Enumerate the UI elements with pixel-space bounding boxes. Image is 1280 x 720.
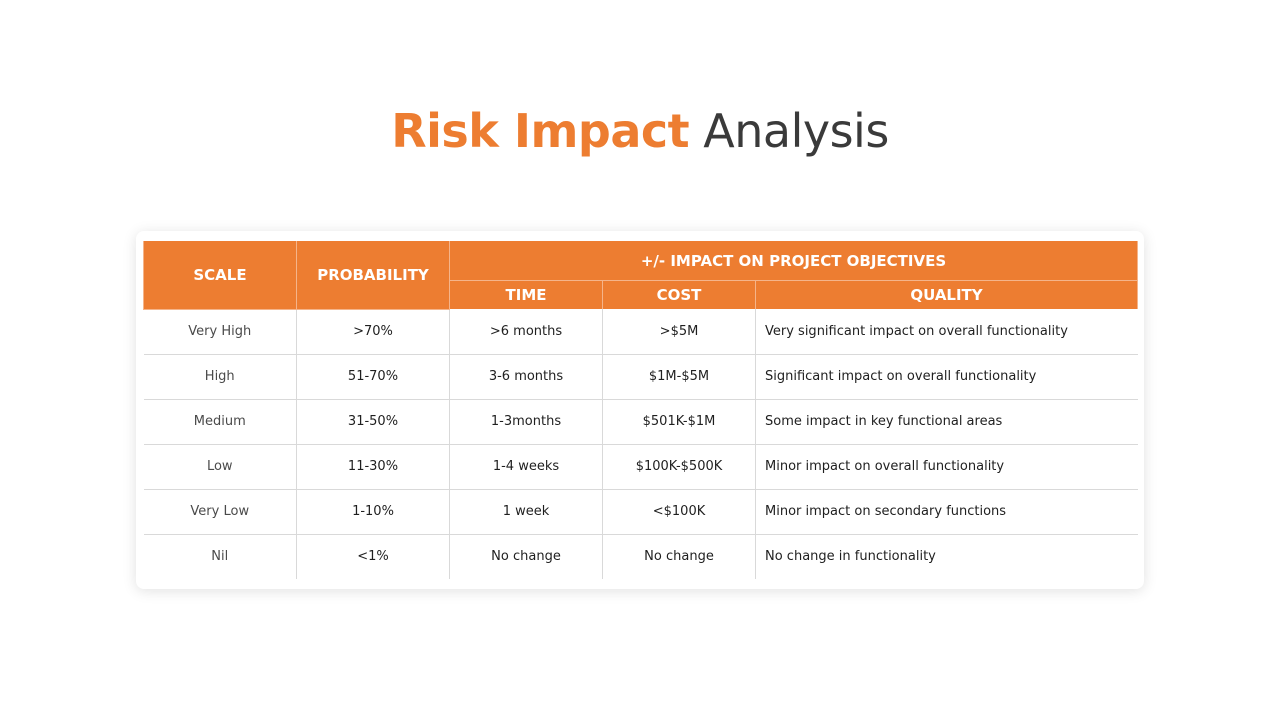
cell-quality: Minor impact on secondary functions bbox=[754, 489, 1138, 535]
cell-scale: Nil bbox=[211, 549, 229, 564]
title-accent: Risk Impact bbox=[391, 104, 690, 158]
cell-time: No change bbox=[449, 534, 603, 579]
table-row: Low 11-30% 1-4 weeks $100K-$500K Minor i… bbox=[143, 444, 1138, 490]
header-row-secondary: TIME COST QUALITY bbox=[144, 280, 1139, 309]
cell-time: 1-3months bbox=[449, 399, 603, 445]
table-row: Very Low 1-10% 1 week <$100K Minor impac… bbox=[143, 489, 1138, 535]
header-impact-group: +/- IMPACT ON PROJECT OBJECTIVES bbox=[448, 241, 1139, 281]
cell-scale: High bbox=[143, 354, 297, 400]
cell-scale: Very Low bbox=[143, 489, 297, 535]
cell-cost: No change bbox=[602, 534, 756, 579]
cell-cost: >$5M bbox=[602, 309, 756, 355]
cell-cost: $1M-$5M bbox=[602, 354, 756, 400]
cell-cost: <$100K bbox=[602, 489, 756, 535]
table-row: High 51-70% 3-6 months $1M-$5M Significa… bbox=[143, 354, 1138, 400]
cell-probability: 31-50% bbox=[296, 399, 450, 445]
table-row: Very High >70% >6 months >$5M Very signi… bbox=[143, 309, 1138, 355]
title-rest: Analysis bbox=[703, 104, 889, 158]
cell-quality: Very significant impact on overall funct… bbox=[754, 309, 1138, 355]
cell-probability: 51-70% bbox=[296, 354, 450, 400]
cell-quality: No change in functionality bbox=[754, 534, 1138, 579]
cell-time: 3-6 months bbox=[449, 354, 603, 400]
table-row: Nil <1% No change No change No change in… bbox=[144, 534, 1138, 579]
cell-quality: Significant impact on overall functional… bbox=[754, 354, 1138, 400]
cell-scale: Very High bbox=[143, 309, 297, 355]
header-cost: COST bbox=[602, 280, 756, 309]
header-row-primary: SCALE PROBABILITY +/- IMPACT ON PROJECT … bbox=[143, 241, 1139, 310]
cell-scale: Medium bbox=[143, 399, 297, 445]
cell-probability: 11-30% bbox=[296, 444, 450, 490]
cell-cost: $100K-$500K bbox=[602, 444, 756, 490]
cell-probability: 1-10% bbox=[296, 489, 450, 535]
cell-quality: Some impact in key functional areas bbox=[754, 399, 1138, 445]
header-time: TIME bbox=[449, 280, 603, 309]
cell-scale: Low bbox=[143, 444, 297, 490]
table-row: Medium 31-50% 1-3months $501K-$1M Some i… bbox=[143, 399, 1138, 445]
cell-time: >6 months bbox=[449, 309, 603, 355]
cell-quality: Minor impact on overall functionality bbox=[754, 444, 1138, 490]
cell-probability: <1% bbox=[296, 534, 450, 579]
page-title: Risk Impact Analysis bbox=[0, 103, 1280, 159]
header-probability: PROBABILITY bbox=[296, 241, 450, 310]
header-quality: QUALITY bbox=[754, 280, 1139, 309]
header-scale: SCALE bbox=[143, 241, 297, 310]
cell-probability: >70% bbox=[296, 309, 450, 355]
cell-cost: $501K-$1M bbox=[602, 399, 756, 445]
cell-time: 1-4 weeks bbox=[449, 444, 603, 490]
cell-time: 1 week bbox=[449, 489, 603, 535]
risk-impact-table: SCALE PROBABILITY +/- IMPACT ON PROJECT … bbox=[143, 241, 1139, 579]
